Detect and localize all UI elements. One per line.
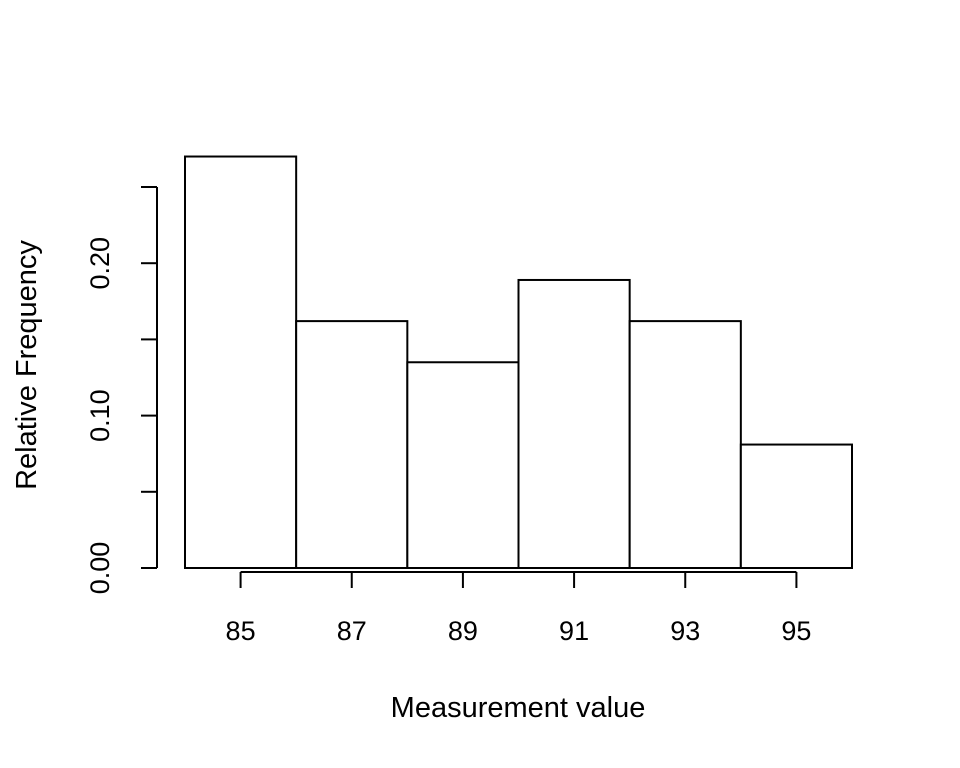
y-axis: 0.00 0.10 0.20	[85, 186, 158, 595]
histogram-bars	[184, 155, 853, 570]
histogram-bar-3	[406, 361, 520, 570]
histogram-bar-6	[739, 443, 853, 569]
x-tick-label: 85	[226, 616, 256, 646]
x-tick-label: 91	[559, 616, 589, 646]
y-tick-label: 0.10	[85, 389, 115, 442]
y-tick-label: 0.20	[85, 237, 115, 290]
x-tick-label: 87	[337, 616, 367, 646]
histogram-bar-1	[184, 155, 298, 570]
y-axis-title: Relative Frequency	[11, 240, 43, 490]
x-axis: 85 87 89 91 93 95	[226, 571, 811, 646]
x-tick-label: 93	[670, 616, 700, 646]
x-axis-title: Measurement value	[391, 692, 646, 724]
x-tick-label: 89	[448, 616, 478, 646]
x-tick-label: 95	[781, 616, 811, 646]
histogram-bar-5	[628, 320, 742, 569]
histogram-bar-2	[295, 320, 409, 569]
histogram-bar-4	[517, 278, 631, 569]
y-tick-label: 0.00	[85, 542, 115, 595]
